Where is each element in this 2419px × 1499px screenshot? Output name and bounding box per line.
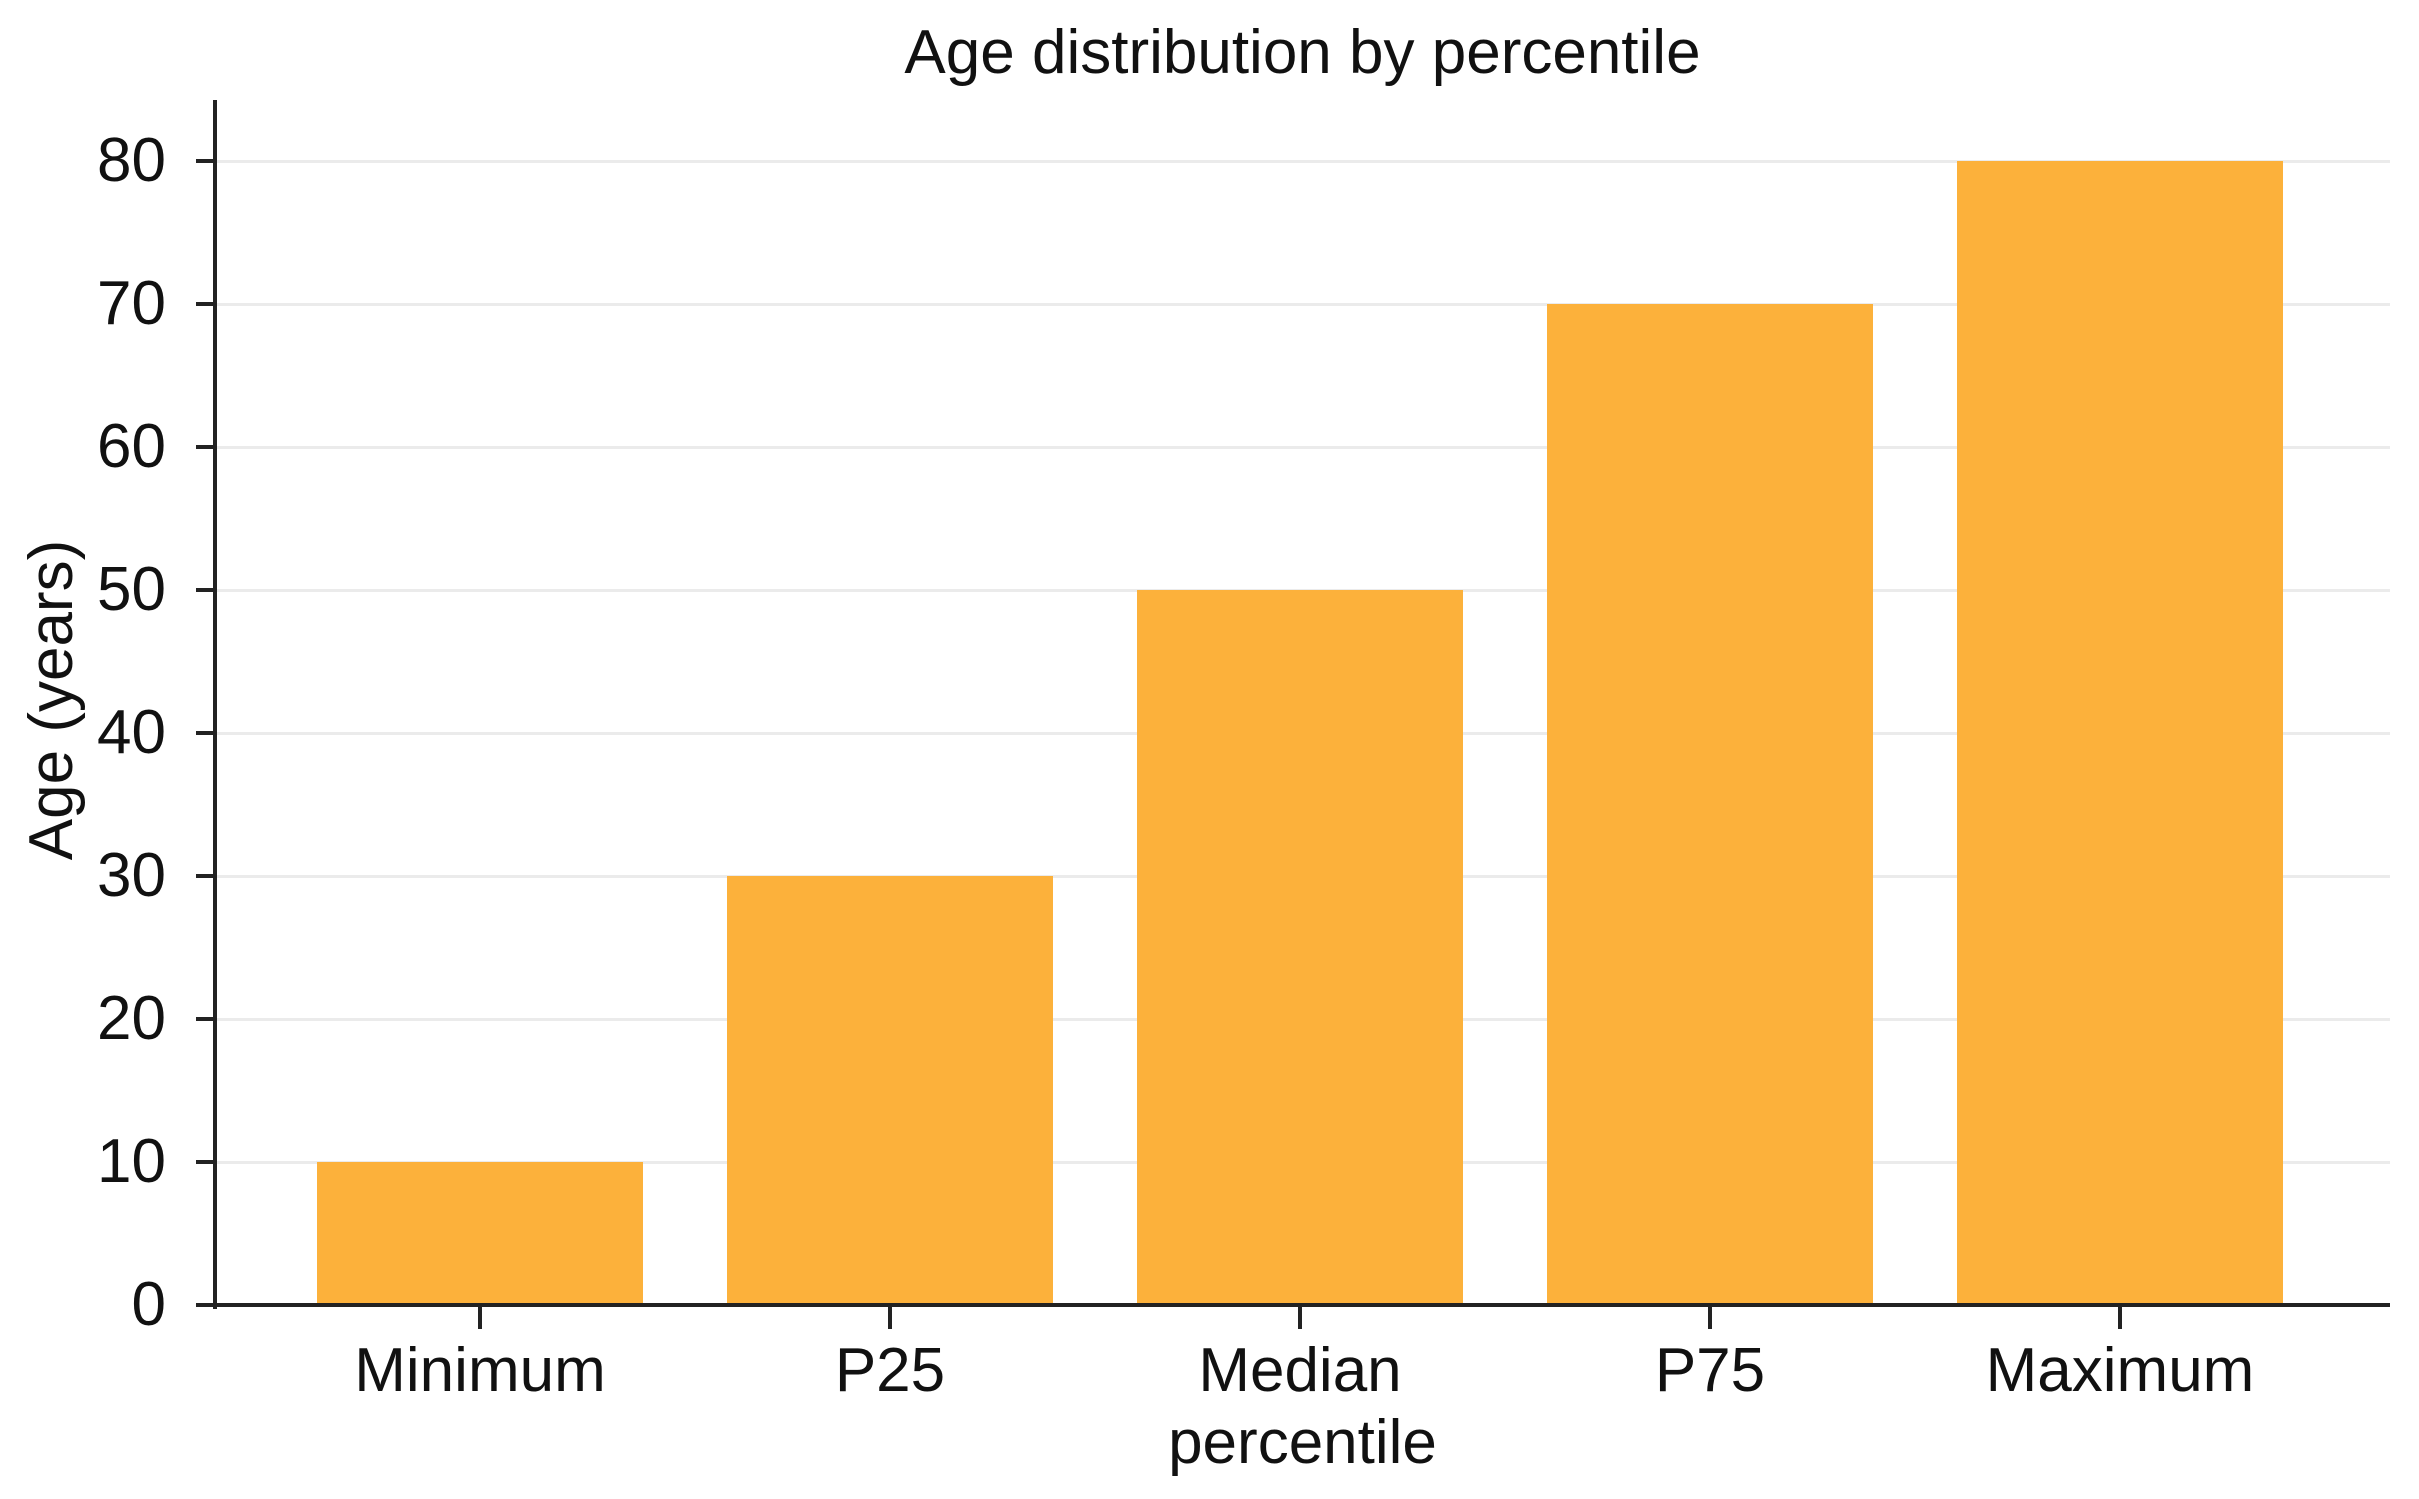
bar-minimum (317, 1162, 643, 1305)
y-tick-label-30: 30 (97, 841, 166, 910)
x-tick-minimum (478, 1307, 482, 1329)
y-tick-label-20: 20 (97, 984, 166, 1053)
y-tick-60 (196, 445, 215, 449)
y-tick-label-50: 50 (97, 555, 166, 624)
y-axis-line (213, 100, 217, 1309)
x-tick-label-minimum: Minimum (354, 1336, 606, 1405)
x-axis-label: percentile (1168, 1408, 1437, 1477)
gridline-60 (215, 445, 2390, 449)
x-tick-label-p25: P25 (834, 1336, 946, 1405)
bar-p25 (727, 876, 1053, 1305)
y-tick-50 (196, 588, 215, 592)
bar-p75 (1547, 304, 1873, 1305)
x-tick-label-maximum: Maximum (1985, 1336, 2255, 1405)
y-tick-0 (196, 1303, 215, 1307)
y-tick-30 (196, 874, 215, 878)
y-tick-label-80: 80 (97, 126, 166, 195)
y-tick-label-40: 40 (97, 698, 166, 767)
y-tick-20 (196, 1017, 215, 1021)
y-tick-80 (196, 159, 215, 163)
x-tick-label-p75: P75 (1654, 1336, 1766, 1405)
y-tick-label-10: 10 (97, 1127, 166, 1196)
y-tick-10 (196, 1160, 215, 1164)
x-tick-p75 (1708, 1307, 1712, 1329)
y-tick-40 (196, 731, 215, 735)
y-tick-label-70: 70 (97, 269, 166, 338)
plot-area (215, 100, 2390, 1305)
y-tick-label-60: 60 (97, 412, 166, 481)
gridline-70 (215, 302, 2390, 306)
bar-median (1137, 590, 1463, 1305)
bar-maximum (1957, 161, 2283, 1305)
x-tick-median (1298, 1307, 1302, 1329)
gridline-80 (215, 159, 2390, 163)
y-tick-label-0: 0 (131, 1270, 166, 1339)
chart-title: Age distribution by percentile (904, 18, 1701, 87)
x-axis-line (213, 1303, 2390, 1307)
x-tick-p25 (888, 1307, 892, 1329)
x-tick-maximum (2118, 1307, 2122, 1329)
y-tick-70 (196, 302, 215, 306)
x-tick-label-median: Median (1198, 1336, 1402, 1405)
